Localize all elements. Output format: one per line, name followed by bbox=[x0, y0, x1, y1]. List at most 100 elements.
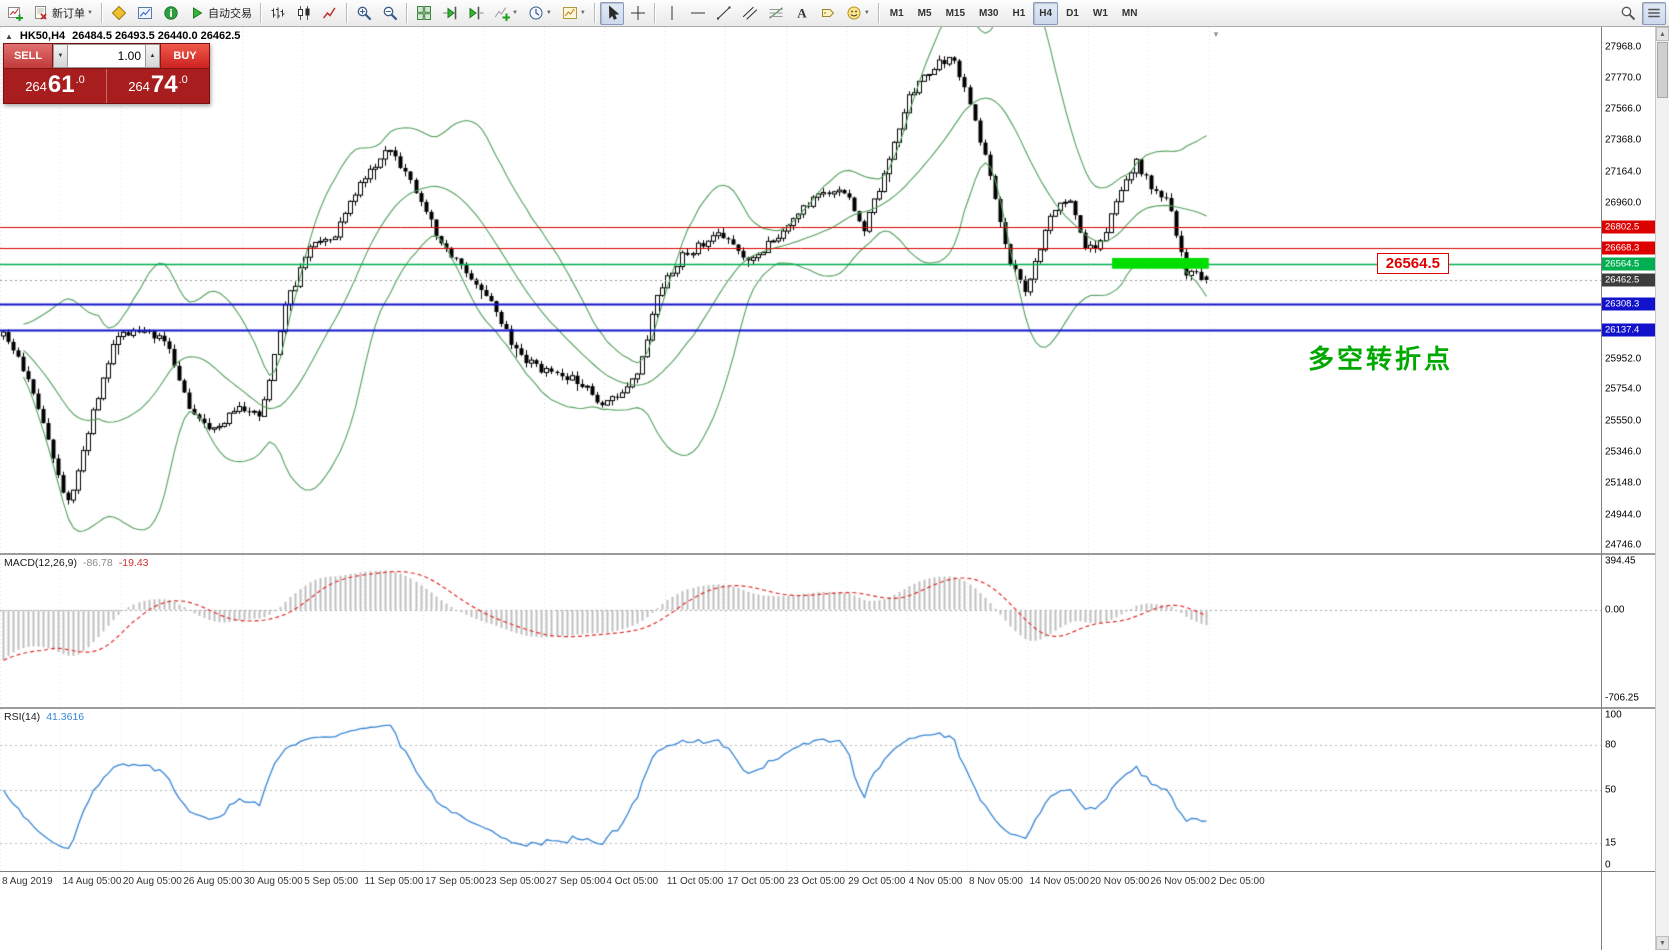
time-axis-label: 30 Aug 05:00 bbox=[243, 876, 303, 887]
price-pane[interactable]: ▲ HK50,H4 26484.5 26493.5 26440.0 26462.… bbox=[0, 27, 1601, 553]
trend-icon bbox=[716, 5, 732, 21]
zoom-in-button[interactable] bbox=[352, 2, 376, 25]
timeframe-d1-button[interactable]: D1 bbox=[1066, 7, 1079, 19]
zoom-out-button[interactable] bbox=[378, 2, 402, 25]
bars-icon bbox=[270, 5, 286, 21]
profiles-button[interactable] bbox=[107, 2, 131, 25]
autotrading-button[interactable]: 自动交易 bbox=[185, 2, 256, 25]
timeframe-m30-button[interactable]: M30 bbox=[979, 7, 999, 19]
scrollbar[interactable]: ▲ ▼ bbox=[1655, 27, 1669, 950]
time-axis-label: 17 Oct 05:00 bbox=[727, 876, 785, 887]
rsi-value: 41.3616 bbox=[46, 711, 85, 723]
macd-axis-tick: 394.45 bbox=[1605, 555, 1636, 567]
scroll-up-icon[interactable]: ▲ bbox=[1656, 27, 1669, 41]
price-axis-tick: 27968.0 bbox=[1605, 41, 1642, 53]
text-tool-button[interactable]: A bbox=[790, 2, 814, 25]
vertical-line-tool-button[interactable] bbox=[660, 2, 684, 25]
cursor-tool-button[interactable] bbox=[599, 1, 624, 25]
linechart-icon bbox=[322, 5, 338, 21]
annotation-text[interactable]: 多空转折点 bbox=[1307, 344, 1453, 374]
tile-windows-button[interactable] bbox=[412, 2, 436, 25]
menu-icon bbox=[1646, 5, 1662, 21]
volume-decrease-button[interactable]: ▼ bbox=[53, 44, 68, 68]
timeframe-h1-button[interactable]: H1 bbox=[1012, 7, 1026, 19]
timeframe-h4-button[interactable]: H4 bbox=[1033, 1, 1059, 25]
macd-axis-tick: 0.00 bbox=[1605, 604, 1625, 616]
buy-button[interactable]: BUY bbox=[160, 44, 209, 68]
timeframe-m1-button[interactable]: M1 bbox=[889, 7, 904, 19]
dropdown-arrow-icon: ▼ bbox=[579, 10, 586, 16]
buy-price-big: 74 bbox=[150, 71, 178, 98]
crosshair-tool-button[interactable] bbox=[626, 2, 650, 25]
shapes-tool-button[interactable]: ▼ bbox=[842, 2, 874, 25]
hline-price-tag: 26308.3 bbox=[1602, 297, 1655, 311]
price-chart-canvas[interactable] bbox=[0, 27, 1601, 553]
volume-increase-button[interactable]: ▲ bbox=[145, 44, 160, 68]
price-axis-tick: 27368.0 bbox=[1605, 134, 1642, 146]
time-axis-label: 4 Nov 05:00 bbox=[908, 876, 963, 887]
timeframe-m15-button[interactable]: M15 bbox=[945, 7, 966, 19]
dropdown-arrow-icon: ▼ bbox=[511, 10, 518, 16]
time-axis-label: 5 Sep 05:00 bbox=[304, 876, 359, 887]
bar-chart-button[interactable] bbox=[266, 2, 290, 25]
fibonacci-tool-button[interactable] bbox=[764, 2, 788, 25]
hline-price-tag: 26668.3 bbox=[1602, 241, 1655, 255]
search-button[interactable] bbox=[1616, 2, 1640, 25]
vline-icon bbox=[664, 5, 680, 21]
price-axis-tick: 27164.0 bbox=[1605, 166, 1642, 178]
chart-area: ▲ HK50,H4 26484.5 26493.5 26440.0 26462.… bbox=[0, 27, 1601, 950]
sell-button[interactable]: SELL bbox=[4, 44, 53, 68]
trendline-tool-button[interactable] bbox=[712, 2, 736, 25]
scrollbar-track[interactable] bbox=[1656, 99, 1669, 936]
price-callout[interactable]: 26564.5 bbox=[1376, 253, 1449, 274]
macd-signal-value: -19.43 bbox=[118, 557, 149, 569]
macd-value: -86.78 bbox=[82, 557, 113, 569]
price-axis-tick: 25346.0 bbox=[1605, 446, 1642, 458]
data-window-button[interactable] bbox=[159, 2, 183, 25]
time-axis-label: 14 Nov 05:00 bbox=[1029, 876, 1089, 887]
autoscroll-icon bbox=[442, 5, 458, 21]
toolbar: 新订单 ▼ 自动交易 ▼ ▼ ▼ A ▼ M1 M5 M15 M30 H1 H4 D1 W1 MN bbox=[0, 0, 1669, 27]
time-axis-label: 4 Oct 05:00 bbox=[606, 876, 659, 887]
chart-symbol: HK50,H4 bbox=[19, 30, 66, 42]
price-axis-tick: 25148.0 bbox=[1605, 477, 1642, 489]
rsi-canvas[interactable] bbox=[0, 709, 1601, 871]
one-click-trading-panel: SELL ▼ 1.00 ▲ BUY 264 61.0 264 74.0 bbox=[3, 43, 210, 104]
new-order-button[interactable]: 新订单 ▼ bbox=[29, 2, 97, 25]
one-click-collapse-icon[interactable]: ▲ bbox=[5, 31, 13, 41]
price-axis-tick: 24746.0 bbox=[1605, 539, 1642, 551]
rsi-axis: 100 80 50 15 0 bbox=[1602, 707, 1655, 871]
toolbar-separator bbox=[653, 3, 656, 23]
tile-icon bbox=[416, 5, 432, 21]
autotrading-button-label: 自动交易 bbox=[207, 8, 252, 20]
line-chart-button[interactable] bbox=[318, 2, 342, 25]
volume-input[interactable]: 1.00 bbox=[68, 44, 145, 68]
new-chart-button[interactable] bbox=[3, 2, 27, 25]
buy-price[interactable]: 264 74.0 bbox=[107, 69, 209, 103]
horizontal-line-tool-button[interactable] bbox=[686, 2, 710, 25]
chart-ohlc-values: 26484.5 26493.5 26440.0 26462.5 bbox=[72, 30, 241, 42]
timeframe-w1-button[interactable]: W1 bbox=[1092, 7, 1108, 19]
hline-price-tag: 26802.5 bbox=[1602, 220, 1655, 234]
scrollbar-thumb[interactable] bbox=[1657, 42, 1668, 98]
scroll-down-icon[interactable]: ▼ bbox=[1656, 936, 1669, 950]
templates-button[interactable]: ▼ bbox=[558, 2, 590, 25]
timeframe-m5-button[interactable]: M5 bbox=[917, 7, 932, 19]
timeframe-mn-button[interactable]: MN bbox=[1121, 7, 1138, 19]
channel-tool-button[interactable] bbox=[738, 2, 762, 25]
chart-shift-button[interactable] bbox=[464, 2, 488, 25]
sell-price[interactable]: 264 61.0 bbox=[4, 69, 106, 103]
chart-dropdown-icon[interactable]: ▼ bbox=[1212, 30, 1220, 39]
indicators-button[interactable]: ▼ bbox=[490, 2, 522, 25]
customize-toolbar-button[interactable] bbox=[1642, 1, 1666, 25]
macd-pane[interactable]: MACD(12,26,9) -86.78 -19.43 bbox=[0, 553, 1601, 707]
rsi-pane[interactable]: RSI(14) 41.3616 bbox=[0, 707, 1601, 871]
macd-canvas[interactable] bbox=[0, 555, 1601, 707]
price-axis-tick: 25550.0 bbox=[1605, 415, 1642, 427]
label-tool-button[interactable] bbox=[816, 2, 840, 25]
candlestick-chart-button[interactable] bbox=[292, 2, 316, 25]
market-watch-button[interactable] bbox=[133, 2, 157, 25]
periods-button[interactable]: ▼ bbox=[524, 2, 556, 25]
auto-scroll-button[interactable] bbox=[438, 2, 462, 25]
